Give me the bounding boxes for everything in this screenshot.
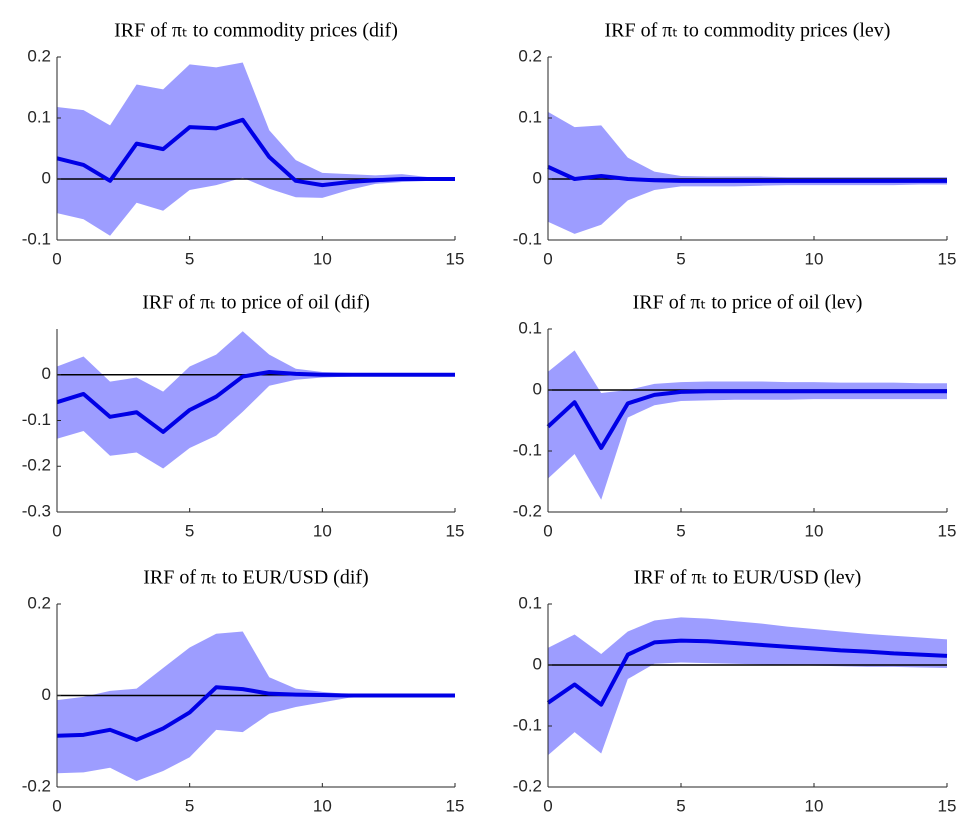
y-tick-label: -0.1 [22,229,51,248]
x-tick-label: 15 [446,521,465,540]
y-tick-label: -0.2 [513,501,542,520]
y-tick-label: 0.1 [518,107,542,126]
y-tick-label: -0.3 [22,501,51,520]
y-tick-label: 0.1 [27,107,51,126]
x-tick-label: 5 [676,521,685,540]
y-tick-label: 0.1 [518,318,542,337]
confidence-band [548,111,947,234]
y-tick-label: 0.2 [27,46,51,65]
chart-title: IRF of πₜ to commodity prices (dif) [114,20,398,42]
irf-line [546,389,947,450]
x-tick-label: 5 [676,249,685,268]
chart-title: IRF of πₜ to EUR/USD (dif) [143,567,368,589]
x-tick-label: 0 [52,521,61,540]
y-tick-label: 0 [533,168,542,187]
y-tick-label: -0.2 [22,456,51,475]
x-tick-label: 10 [313,521,332,540]
chart-title: IRF of πₜ to EUR/USD (lev) [634,567,862,589]
y-tick-label: 0 [42,685,51,704]
chart-title: IRF of πₜ to price of oil (lev) [633,292,863,314]
y-tick-label: 0.1 [518,593,542,612]
x-tick-label: 10 [313,796,332,815]
x-tick-label: 5 [185,249,194,268]
x-tick-label: 0 [543,796,552,815]
y-tick-label: 0 [42,168,51,187]
confidence-band [57,631,455,782]
x-tick-label: 5 [185,521,194,540]
confidence-band [57,331,455,469]
y-tick-label: 0 [533,379,542,398]
y-tick-label: -0.1 [513,229,542,248]
x-tick-label: 0 [52,249,61,268]
confidence-band [57,62,455,236]
y-tick-label: 0.2 [518,46,542,65]
x-tick-label: 15 [938,249,957,268]
x-tick-label: 10 [805,796,824,815]
y-tick-label: 0 [533,654,542,673]
y-tick-label: 0 [42,364,51,383]
x-tick-label: 10 [313,249,332,268]
x-tick-label: 15 [938,521,957,540]
irf-line [547,164,947,183]
confidence-band [548,350,947,500]
y-tick-label: -0.1 [513,715,542,734]
chart-title: IRF of πₜ to commodity prices (lev) [605,20,891,42]
irf-line [56,685,455,742]
irf-line [546,638,948,707]
y-tick-label: -0.1 [513,440,542,459]
x-tick-label: 0 [543,521,552,540]
confidence-band [548,617,947,756]
x-tick-label: 10 [805,521,824,540]
y-tick-label: -0.2 [513,776,542,795]
y-tick-label: 0.2 [27,593,51,612]
y-tick-label: -0.1 [22,410,51,429]
irf-line [56,117,455,188]
y-tick-label: -0.2 [22,776,51,795]
x-tick-label: 10 [805,249,824,268]
chart-title: IRF of πₜ to price of oil (dif) [142,292,370,314]
x-tick-label: 0 [543,249,552,268]
x-tick-label: 15 [938,796,957,815]
x-tick-label: 15 [446,249,465,268]
x-tick-label: 5 [185,796,194,815]
x-tick-label: 5 [676,796,685,815]
x-tick-label: 0 [52,796,61,815]
x-tick-label: 15 [446,796,465,815]
irf-line [56,370,455,434]
